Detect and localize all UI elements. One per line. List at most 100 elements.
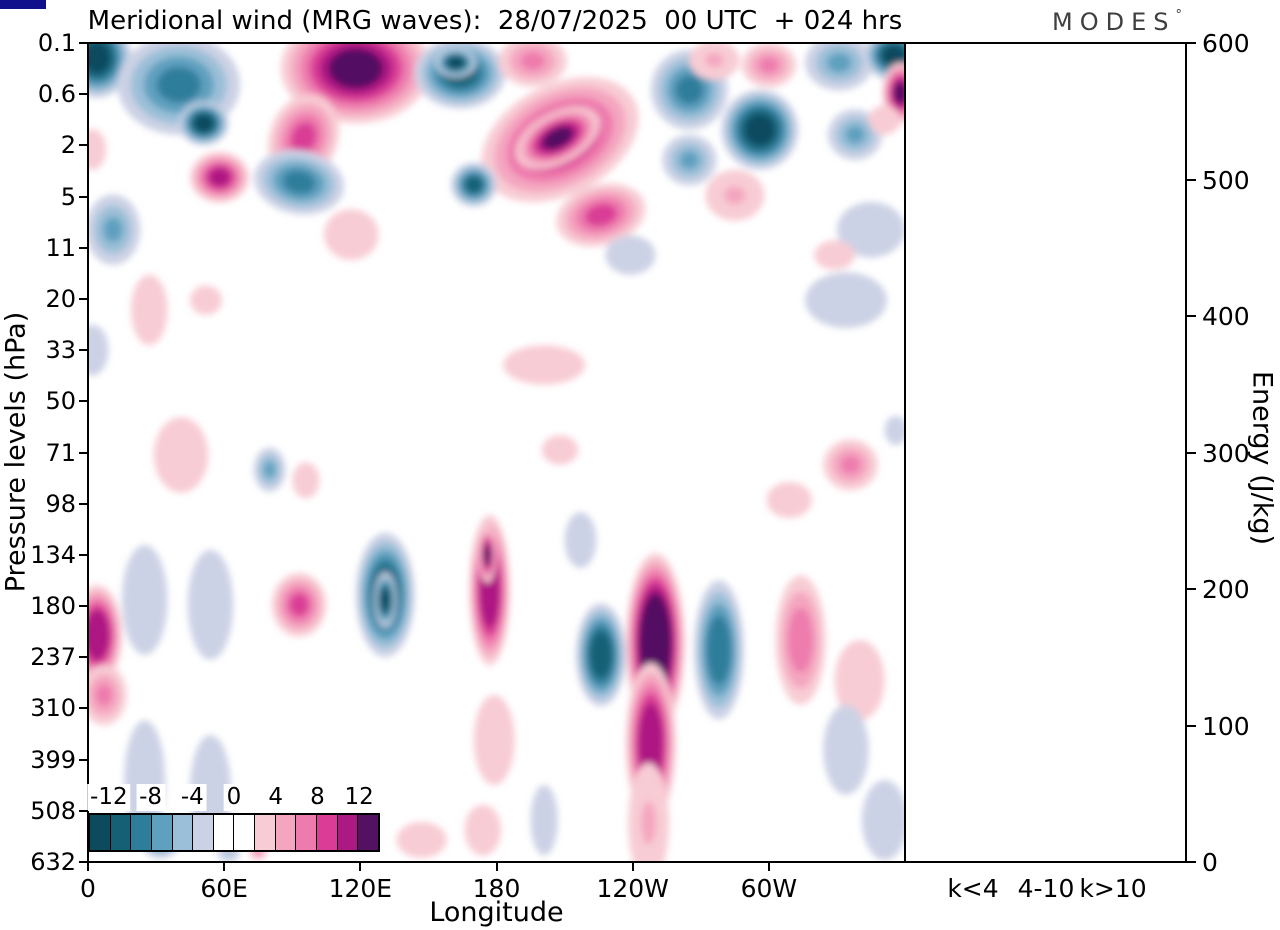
pressure-tick-label: 0.6 xyxy=(37,80,76,109)
colorbar-tick-label: -4 xyxy=(177,784,207,811)
contour-region xyxy=(840,455,861,474)
contour-region xyxy=(282,170,316,194)
colorbar-cell xyxy=(357,815,378,850)
contour-region xyxy=(88,43,110,73)
contour-region xyxy=(814,240,855,270)
contour-region xyxy=(675,75,704,105)
energy-category-label: k>10 xyxy=(1079,874,1147,903)
contour-region xyxy=(324,209,379,260)
pressure-tick-label: 508 xyxy=(30,796,76,825)
longitude-tick-label: 180 xyxy=(472,874,521,903)
contour-region xyxy=(823,704,869,795)
pressure-tick xyxy=(79,502,88,505)
pressure-tick-label: 20 xyxy=(45,284,76,313)
contour-region xyxy=(153,417,209,493)
longitude-tick-label: 0 xyxy=(80,874,96,903)
pressure-tick xyxy=(79,400,88,403)
contour-region xyxy=(396,821,447,858)
pressure-tick-label: 180 xyxy=(30,592,76,621)
energy-tick-label: 400 xyxy=(1202,302,1250,331)
colorbar-cell xyxy=(295,815,317,850)
longitude-tick xyxy=(87,862,89,871)
pressure-tick-label: 237 xyxy=(30,643,76,672)
contour-region xyxy=(122,545,168,655)
contour-region xyxy=(894,82,905,104)
colorbar-tick-label: -12 xyxy=(87,784,131,811)
modes-logo-text: MODES xyxy=(1052,8,1176,36)
contour-region xyxy=(884,415,905,446)
colorbar-cell xyxy=(130,815,151,850)
contour-plot-area xyxy=(88,43,905,862)
contour-region xyxy=(328,48,383,89)
colorbar-tick-label: 12 xyxy=(341,784,377,811)
contour-region xyxy=(641,801,656,845)
contour-region xyxy=(95,684,113,706)
energy-bar-panel xyxy=(904,42,1187,863)
contour-region xyxy=(292,462,320,499)
pressure-tick xyxy=(79,451,88,454)
chart-title: Meridional wind (MRG waves): 28/07/2025 … xyxy=(87,6,903,36)
pressure-tick xyxy=(79,605,88,608)
longitude-tick-label: 120E xyxy=(328,874,393,903)
contour-region xyxy=(290,122,317,154)
energy-tick xyxy=(1187,861,1196,863)
colorbar-tick-labels: -12 -8 -4 0 4 8 12 xyxy=(87,784,380,811)
pressure-tick-label: 2 xyxy=(60,131,76,160)
longitude-tick xyxy=(223,862,226,871)
contour-region xyxy=(448,57,464,68)
colorbar xyxy=(88,813,380,852)
pressure-tick xyxy=(79,297,88,300)
contour-region xyxy=(194,115,213,132)
contour-region xyxy=(805,272,887,328)
pressure-tick xyxy=(79,195,88,198)
pressure-tick xyxy=(79,246,88,249)
contour-region xyxy=(465,176,482,193)
contour-region xyxy=(564,512,597,568)
modes-logo: MODES° xyxy=(1052,8,1182,36)
pressure-tick xyxy=(79,93,88,96)
contour-region xyxy=(263,461,276,478)
pressure-tick-label: 632 xyxy=(30,848,76,876)
colorbar-tick-label: -8 xyxy=(136,784,166,811)
pressure-tick xyxy=(79,809,88,812)
contour-region xyxy=(724,186,746,205)
contour-region xyxy=(788,607,814,673)
contour-region xyxy=(638,703,664,784)
contour-region xyxy=(131,274,168,346)
contour-region xyxy=(826,52,852,73)
pressure-tick xyxy=(79,553,88,556)
contour-region xyxy=(845,125,865,144)
contour-region xyxy=(584,203,617,227)
longitude-axis-title: Longitude xyxy=(429,897,564,928)
contour-region xyxy=(679,151,700,170)
colorbar-cell xyxy=(192,815,213,850)
pressure-tick xyxy=(79,707,88,710)
contour-region xyxy=(883,46,905,65)
pressure-tick-label: 33 xyxy=(45,336,76,365)
contour-region xyxy=(473,695,515,785)
pressure-tick-label: 399 xyxy=(30,745,76,774)
contour-region xyxy=(589,631,613,678)
contour-region xyxy=(190,285,222,315)
contour-region xyxy=(706,615,732,685)
colorbar-cell xyxy=(150,815,172,850)
pressure-tick-label: 134 xyxy=(30,540,76,569)
energy-category-label: 4-10 xyxy=(1017,874,1075,903)
contour-region xyxy=(156,66,201,103)
colorbar-tick-label: 0 xyxy=(223,784,245,811)
longitude-tick xyxy=(359,862,362,871)
pressure-tick xyxy=(79,758,88,761)
energy-tick xyxy=(1187,315,1196,317)
energy-tick xyxy=(1187,588,1196,590)
contour-region xyxy=(187,549,234,660)
contour-region xyxy=(745,115,774,145)
contour-region xyxy=(103,217,123,243)
contour-region xyxy=(705,53,724,68)
contour-region xyxy=(88,324,109,376)
energy-bar xyxy=(0,0,46,1)
contour-region xyxy=(381,589,390,610)
contour-region xyxy=(88,129,107,170)
pressure-tick-label: 0.1 xyxy=(37,29,76,57)
contour-region xyxy=(484,544,491,565)
